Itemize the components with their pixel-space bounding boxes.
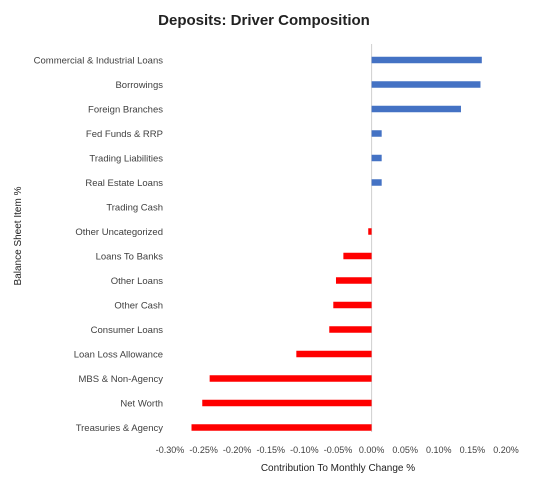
- x-tick-label: 0.10%: [426, 445, 452, 455]
- x-tick-label: -0.05%: [324, 445, 353, 455]
- bar: [202, 399, 372, 407]
- category-label: MBS & Non-Agency: [79, 374, 164, 385]
- bar: [368, 228, 372, 235]
- category-label: Real Estate Loans: [85, 178, 163, 189]
- category-label: Commercial & Industrial Loans: [34, 56, 164, 67]
- bar: [343, 252, 372, 260]
- category-label: Net Worth: [120, 399, 163, 410]
- x-tick-label: 0.00%: [359, 445, 385, 455]
- bar: [191, 424, 372, 431]
- category-label: Fed Funds & RRP: [86, 129, 163, 140]
- x-tick-label: -0.20%: [223, 445, 252, 455]
- y-axis-title: Balance Sheet Item %: [13, 186, 24, 285]
- chart-title: Deposits: Driver Composition: [158, 12, 370, 29]
- category-label: Foreign Branches: [88, 105, 163, 116]
- category-label: Trading Cash: [106, 203, 163, 214]
- x-tick-label: -0.15%: [257, 445, 286, 455]
- bar: [371, 154, 382, 162]
- x-tick-label: -0.30%: [156, 445, 185, 455]
- category-label: Consumer Loans: [91, 325, 164, 336]
- category-label: Other Cash: [114, 301, 163, 312]
- bar: [329, 326, 372, 333]
- bar: [296, 350, 372, 358]
- bar: [333, 301, 372, 309]
- category-label: Treasuries & Agency: [76, 423, 164, 434]
- bar: [371, 179, 382, 186]
- x-tick-label: -0.25%: [189, 445, 218, 455]
- category-label: Other Uncategorized: [75, 227, 163, 238]
- x-tick-label: -0.10%: [290, 445, 319, 455]
- x-tick-label: 0.05%: [392, 445, 418, 455]
- bar: [371, 56, 482, 64]
- category-label: Loans To Banks: [96, 252, 164, 263]
- bar: [371, 105, 461, 113]
- bar: [371, 130, 382, 137]
- x-tick-label: 0.20%: [493, 445, 519, 455]
- category-label: Other Loans: [111, 276, 164, 287]
- x-axis-title: Contribution To Monthly Change %: [261, 463, 415, 474]
- bar: [371, 81, 481, 88]
- x-tick-label: 0.15%: [460, 445, 486, 455]
- bar: [209, 375, 372, 382]
- category-label: Loan Loss Allowance: [74, 350, 163, 361]
- category-label: Trading Liabilities: [89, 154, 163, 165]
- category-label: Borrowings: [115, 80, 163, 91]
- bar: [335, 277, 372, 284]
